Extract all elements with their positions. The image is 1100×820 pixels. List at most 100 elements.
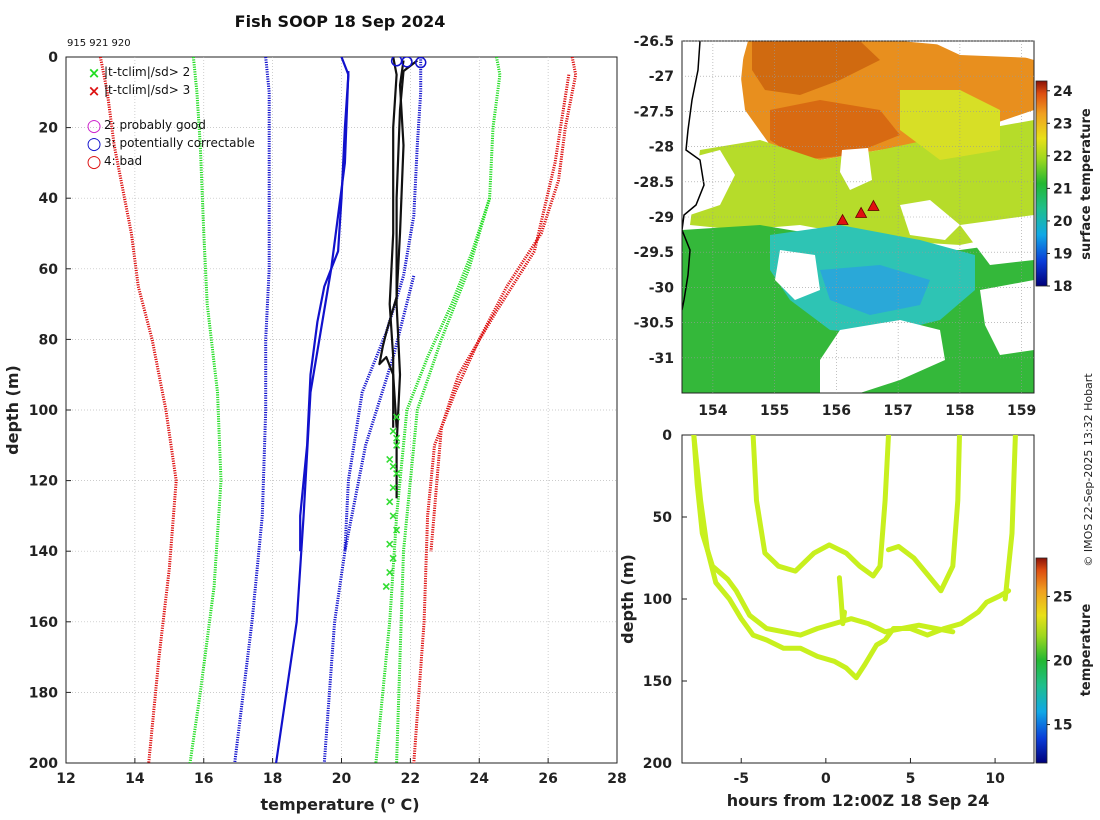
profile-ticks: 12 14 16 18 20 22 24 26 28 0 20 40 60 80 100 120 140 160 1…: [29, 50, 627, 787]
sst-colorbar-label: surface temperature: [1079, 108, 1094, 260]
sst-hot-region: [752, 41, 880, 95]
sst-map-panel: 154 155 156 157 158 159 -26.5 -27 -27.5 -28 -28.5 -…: [634, 34, 1094, 419]
temperature-colorbar-tick-label: 15: [1053, 718, 1072, 734]
red-clim-right-2-line: [429, 74, 571, 552]
sst-colorbar-ticks: 18 19 20 21 22 23 24: [1047, 84, 1073, 295]
cloud-gap: [682, 150, 735, 215]
legend-marker: ○: [87, 116, 102, 136]
credit-text: © IMOS 22-Sep-2025 13:32 Hobart: [1082, 373, 1095, 567]
lat-tick-label: -30: [649, 280, 675, 296]
temperature-colorbar-ticks: 15 20 25: [1047, 589, 1073, 734]
lon-tick-label: 157: [884, 403, 913, 419]
lon-tick-label: 154: [698, 403, 727, 419]
flagged-point-marker: [393, 526, 401, 534]
hour-tick-label: 5: [906, 771, 916, 787]
lat-tick-label: -27: [649, 69, 674, 85]
qc-flag-circle: [414, 57, 427, 69]
x-tick-label: 12: [56, 771, 75, 787]
legend-marker: ○: [87, 134, 102, 154]
blue-clim-right-line: [343, 57, 423, 552]
sst-colorbar: [1035, 80, 1048, 287]
lon-tick-label: 155: [760, 403, 789, 419]
profile-grid: [66, 57, 617, 763]
y-tick-label: 160: [29, 615, 58, 631]
track-3-line: [750, 435, 891, 579]
legend-marker: ×: [88, 64, 101, 82]
green-clim-right-2-line: [395, 197, 492, 763]
y-tick-label: 20: [39, 121, 59, 137]
depth-tick-label: 50: [653, 510, 673, 526]
lon-tick-label: 159: [1007, 403, 1036, 419]
x-tick-label: 22: [401, 771, 420, 787]
track-4-line: [886, 435, 962, 594]
legend-marker: ×: [88, 82, 101, 100]
cloud-gap: [820, 320, 945, 393]
sst-colorbar-tick-label: 21: [1053, 181, 1072, 197]
flagged-point-marker: [389, 512, 397, 520]
sst-yellow-region: [900, 90, 1000, 160]
hour-tick-label: 0: [821, 771, 831, 787]
depth-tick-label: 100: [643, 592, 672, 608]
black-profile-3-line: [395, 59, 418, 499]
lat-tick-label: -31: [649, 351, 674, 367]
cloud-gap: [900, 200, 960, 240]
lat-tick-label: -27.5: [634, 104, 674, 120]
profile-ids: 915 921 920: [67, 38, 131, 49]
x-tick-label: 16: [194, 771, 213, 787]
legend-marker: ○: [87, 152, 102, 172]
map-ticks: 154 155 156 157 158 159 -26.5 -27 -27.5 -28 -28.5 -…: [634, 34, 1037, 419]
flagged-point-marker: [393, 441, 401, 449]
flagged-point-marker: [393, 434, 401, 442]
lat-tick-label: -28: [649, 140, 674, 156]
flagged-point-marker: [386, 455, 394, 463]
lat-tick-label: -26.5: [634, 34, 674, 50]
track-5-line: [1002, 435, 1018, 602]
blue-profile-2-line: [275, 71, 350, 763]
y-tick-label: 200: [29, 756, 58, 772]
profile-legend: × |t-tclim|/sd> 2× |t-tclim|/sd> 3○ 2: prob…: [87, 64, 255, 172]
legend-label: 3: potentially correctable: [104, 136, 255, 150]
flagged-point-marker: [386, 498, 394, 506]
lat-tick-label: -29.5: [634, 245, 674, 261]
sst-colorbar-tick-label: 18: [1053, 279, 1072, 295]
blue-clim-right-2-line: [322, 275, 416, 763]
lon-tick-label: 158: [945, 403, 974, 419]
sst-colorbar-tick-label: 24: [1053, 84, 1073, 100]
x-tick-label: 26: [538, 771, 557, 787]
green-clim-right-line: [374, 57, 502, 763]
lat-tick-label: -30.5: [634, 316, 674, 332]
cloud-gap: [840, 148, 872, 190]
profile-x-axis-label: temperature (o C): [260, 794, 419, 814]
flagged-point-marker: [382, 582, 390, 591]
sst-colorbar-tick-label: 22: [1053, 149, 1072, 165]
y-tick-label: 100: [29, 403, 58, 419]
qc-flag-circle: [401, 57, 413, 68]
x-tick-label: 28: [607, 771, 626, 787]
chart-title: Fish SOOP 18 Sep 2024: [235, 12, 446, 31]
black-profile-1-line: [388, 57, 398, 428]
deployment-markers: [836, 199, 880, 225]
temperature-colorbar-tick-label: 20: [1053, 654, 1073, 670]
depth-time-x-axis-label: hours from 12:00Z 18 Sep 24: [727, 791, 989, 810]
temperature-colorbar: [1035, 557, 1048, 764]
depth-time-y-axis-label: depth (m): [618, 554, 637, 644]
sst-colorbar-tick-label: 23: [1053, 116, 1072, 132]
sst-hot-region-2: [770, 100, 900, 160]
deployment-triangle: [836, 213, 849, 225]
flagged-point-marker: [393, 469, 401, 478]
lat-tick-label: -29: [649, 210, 674, 226]
depth-tick-label: 0: [662, 428, 672, 444]
y-tick-label: 40: [39, 191, 59, 207]
legend-label: 4: bad: [104, 154, 142, 168]
x-tick-label: 24: [470, 771, 490, 787]
hour-tick-label: -5: [733, 771, 749, 787]
flagged-point-marker: [386, 540, 394, 548]
y-tick-label: 120: [29, 474, 58, 490]
legend-label: |t-tclim|/sd> 2: [104, 65, 190, 79]
flagged-point-marker: [386, 568, 394, 576]
y-tick-label: 80: [39, 332, 59, 348]
profile-panel: Fish SOOP 18 Sep 2024 915 921 920 12 14 16…: [3, 12, 627, 814]
lon-tick-label: 156: [822, 403, 851, 419]
sst-colorbar-tick-label: 19: [1053, 246, 1072, 262]
deployment-triangle: [867, 199, 880, 211]
